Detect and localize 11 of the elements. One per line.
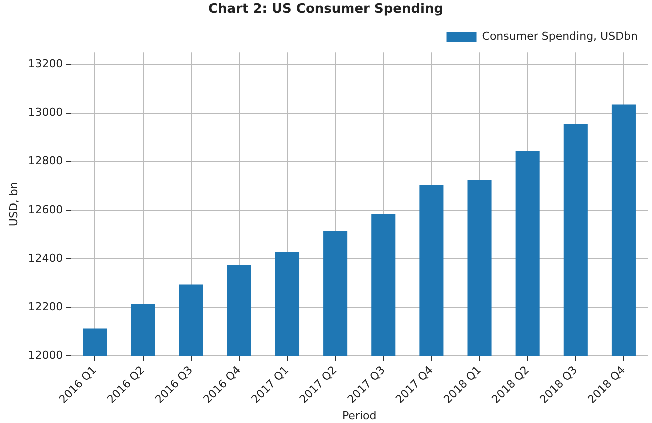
y-tick-label: 13200 xyxy=(28,58,64,71)
y-tick-label: 12600 xyxy=(28,203,64,216)
y-tick-label: 12800 xyxy=(28,154,64,168)
y-tick-label: 12400 xyxy=(28,252,64,265)
y-tick-label: 12200 xyxy=(28,300,64,314)
legend-label: Consumer Spending, USDbn xyxy=(482,30,638,43)
y-tick-label: 13000 xyxy=(28,106,64,120)
y-axis-title: USD, bn xyxy=(7,182,20,227)
y-tick-label: 12000 xyxy=(28,348,64,362)
x-axis-title: Period xyxy=(342,409,377,422)
chart-title: Chart 2: US Consumer Spending xyxy=(208,2,444,18)
